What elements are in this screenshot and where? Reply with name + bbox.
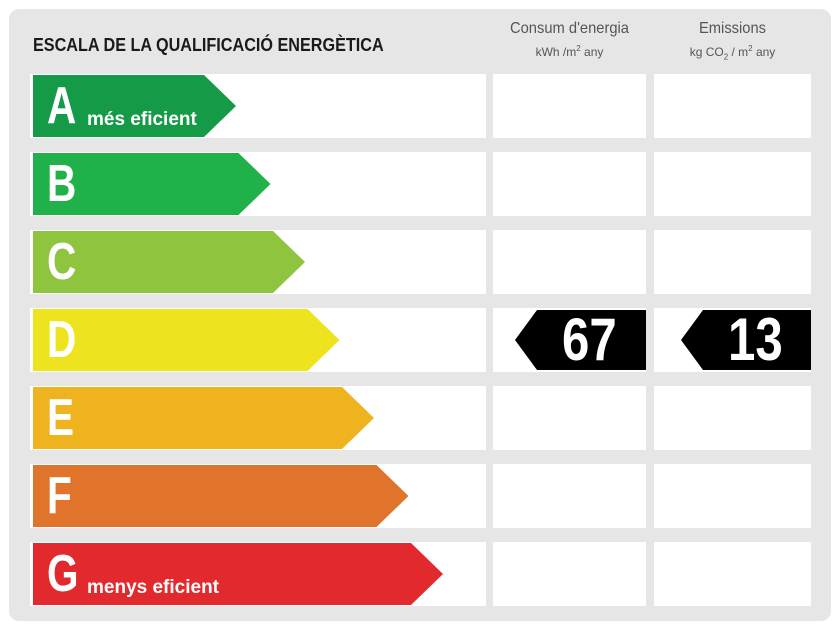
rating-letter: F <box>47 467 72 525</box>
emissions-cell-b <box>654 152 811 216</box>
consum-cell-c <box>493 230 646 294</box>
rating-arrow-b: B <box>33 153 271 215</box>
label-title: ESCALA DE LA QUALIFICACIÓ ENERGÈTICA <box>33 35 384 55</box>
emissions-value-pointer: 13 <box>681 310 811 370</box>
consum-cell-f <box>493 464 646 528</box>
rating-arrow-c: C <box>33 231 305 293</box>
consum-value-pointer: 67 <box>515 310 646 370</box>
emissions-cell-d: 13 <box>654 308 811 372</box>
rating-letter: B <box>47 155 77 213</box>
consum-cell-b <box>493 152 646 216</box>
rating-letter: G <box>47 545 79 603</box>
consum-cell-e <box>493 386 646 450</box>
rating-letter: A <box>47 77 77 135</box>
rating-arrow-f: F <box>33 465 409 527</box>
emissions-cell-g <box>654 542 811 606</box>
emissions-header-unit: kg CO2 / m2 any <box>689 44 776 62</box>
consum-cell-g <box>493 542 646 606</box>
emissions-cell-f <box>654 464 811 528</box>
consum-value: 67 <box>562 306 617 373</box>
consum-header-title: Consum d'energia <box>509 20 629 37</box>
emissions-value: 13 <box>727 306 783 373</box>
rating-note: més eficient <box>87 109 197 130</box>
consum-column-header: Consum d'energia kWh /m2 any <box>493 20 646 59</box>
emissions-header-title: Emissions <box>698 20 767 37</box>
rating-arrow-d: D <box>33 309 340 371</box>
rating-letter: D <box>47 311 77 369</box>
emissions-cell-c <box>654 230 811 294</box>
emissions-column-header: Emissions kg CO2 / m2 any <box>654 20 811 61</box>
emissions-cell-a <box>654 74 811 138</box>
rating-letter: E <box>47 389 75 447</box>
rating-letter: C <box>47 233 77 291</box>
rating-arrow-e: E <box>33 387 374 449</box>
consum-cell-a <box>493 74 646 138</box>
rating-note: menys eficient <box>87 577 219 598</box>
emissions-cell-e <box>654 386 811 450</box>
consum-cell-d: 67 <box>493 308 646 372</box>
consum-header-unit: kWh /m2 any <box>535 44 604 59</box>
